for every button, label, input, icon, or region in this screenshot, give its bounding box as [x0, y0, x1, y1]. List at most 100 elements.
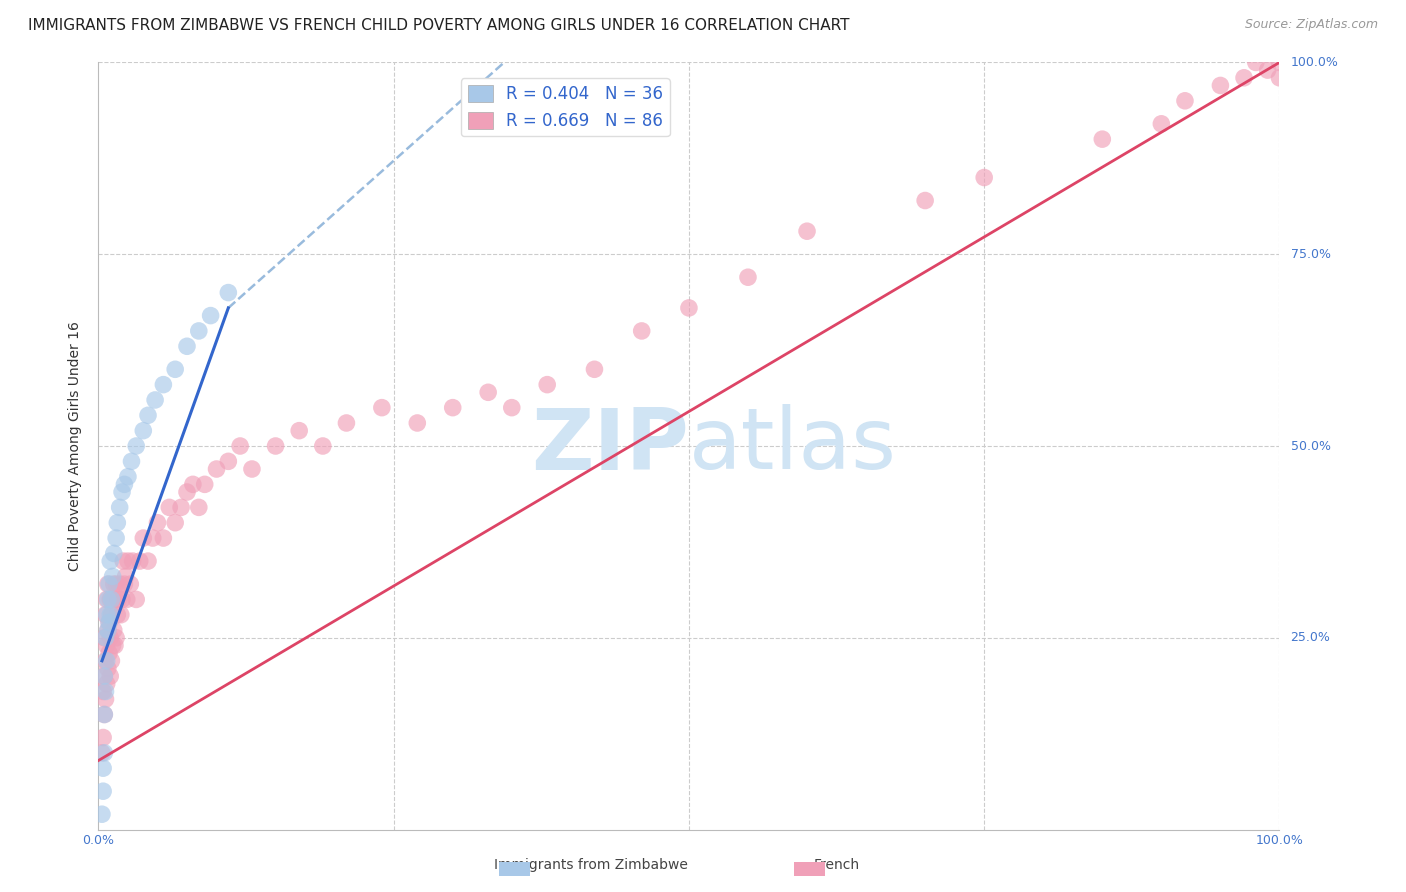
Point: [93, 746, 115, 760]
Point: [114, 569, 136, 583]
Point: [1244, 55, 1267, 70]
Point: [170, 500, 193, 515]
Point: [94, 692, 117, 706]
Point: [110, 607, 132, 622]
Point: [121, 454, 143, 468]
Point: [115, 592, 138, 607]
Text: IMMIGRANTS FROM ZIMBABWE VS FRENCH CHILD POVERTY AMONG GIRLS UNDER 16 CORRELATIO: IMMIGRANTS FROM ZIMBABWE VS FRENCH CHILD…: [28, 18, 849, 33]
Point: [1268, 55, 1291, 70]
Legend: R = 0.404   N = 36, R = 0.669   N = 86: R = 0.404 N = 36, R = 0.669 N = 86: [461, 78, 669, 136]
Point: [181, 477, 204, 491]
Point: [101, 592, 124, 607]
Point: [105, 607, 128, 622]
Point: [1091, 132, 1114, 146]
Text: atlas: atlas: [689, 404, 897, 488]
Point: [98, 631, 121, 645]
Point: [101, 639, 124, 653]
Point: [176, 339, 198, 353]
Text: ZIP: ZIP: [531, 404, 689, 488]
Point: [1268, 70, 1291, 85]
Point: [165, 362, 187, 376]
Point: [91, 731, 114, 745]
Point: [132, 531, 155, 545]
Point: [94, 607, 117, 622]
Text: French: French: [814, 858, 859, 872]
Y-axis label: Child Poverty Among Girls Under 16: Child Poverty Among Girls Under 16: [69, 321, 83, 571]
Point: [91, 761, 114, 775]
Point: [93, 631, 115, 645]
Point: [132, 424, 155, 438]
Point: [229, 439, 252, 453]
Point: [136, 554, 159, 568]
Point: [112, 477, 135, 491]
Point: [973, 170, 995, 185]
Point: [136, 409, 159, 423]
Point: [91, 746, 114, 760]
Point: [1257, 63, 1279, 78]
Point: [1233, 70, 1256, 85]
Point: [200, 309, 222, 323]
Point: [112, 554, 135, 568]
Point: [501, 401, 523, 415]
Point: [264, 439, 287, 453]
Point: [93, 669, 115, 683]
Point: [103, 577, 125, 591]
Point: [152, 377, 174, 392]
Point: [128, 554, 150, 568]
Point: [91, 684, 114, 698]
Point: [142, 531, 165, 545]
Point: [97, 577, 120, 591]
Point: [98, 607, 121, 622]
Text: 75.0%: 75.0%: [1291, 248, 1330, 260]
Point: [108, 577, 131, 591]
Point: [98, 577, 121, 591]
Text: 50.0%: 50.0%: [1291, 440, 1330, 452]
Point: [96, 607, 118, 622]
Point: [108, 500, 131, 515]
Point: [477, 385, 499, 400]
Point: [406, 416, 429, 430]
Point: [737, 270, 759, 285]
Point: [98, 554, 121, 568]
Point: [678, 301, 700, 315]
Point: [100, 607, 122, 622]
Point: [288, 424, 311, 438]
Text: 25.0%: 25.0%: [1291, 632, 1330, 644]
Point: [120, 577, 142, 591]
Text: Source: ZipAtlas.com: Source: ZipAtlas.com: [1244, 18, 1378, 31]
Point: [97, 661, 120, 675]
Point: [104, 592, 127, 607]
Point: [312, 439, 335, 453]
Point: [101, 569, 124, 583]
Point: [187, 324, 209, 338]
Point: [125, 592, 148, 607]
Point: [94, 684, 117, 698]
Point: [217, 454, 239, 468]
Point: [165, 516, 187, 530]
Point: [105, 631, 128, 645]
Point: [583, 362, 606, 376]
Point: [105, 516, 128, 530]
Point: [335, 416, 357, 430]
Point: [97, 623, 120, 637]
Point: [371, 401, 394, 415]
Point: [240, 462, 263, 476]
Point: [94, 654, 117, 668]
Point: [143, 392, 166, 407]
Point: [536, 377, 558, 392]
Point: [103, 623, 125, 637]
Point: [914, 194, 936, 208]
Point: [98, 646, 121, 660]
Text: 100.0%: 100.0%: [1291, 56, 1339, 69]
Point: [96, 592, 118, 607]
Point: [96, 654, 118, 668]
Point: [187, 500, 209, 515]
Point: [796, 224, 818, 238]
Point: [98, 615, 121, 630]
Point: [94, 631, 117, 645]
Point: [1150, 117, 1173, 131]
Point: [98, 669, 121, 683]
Text: Immigrants from Zimbabwe: Immigrants from Zimbabwe: [494, 858, 688, 872]
Point: [97, 592, 120, 607]
Point: [146, 516, 169, 530]
